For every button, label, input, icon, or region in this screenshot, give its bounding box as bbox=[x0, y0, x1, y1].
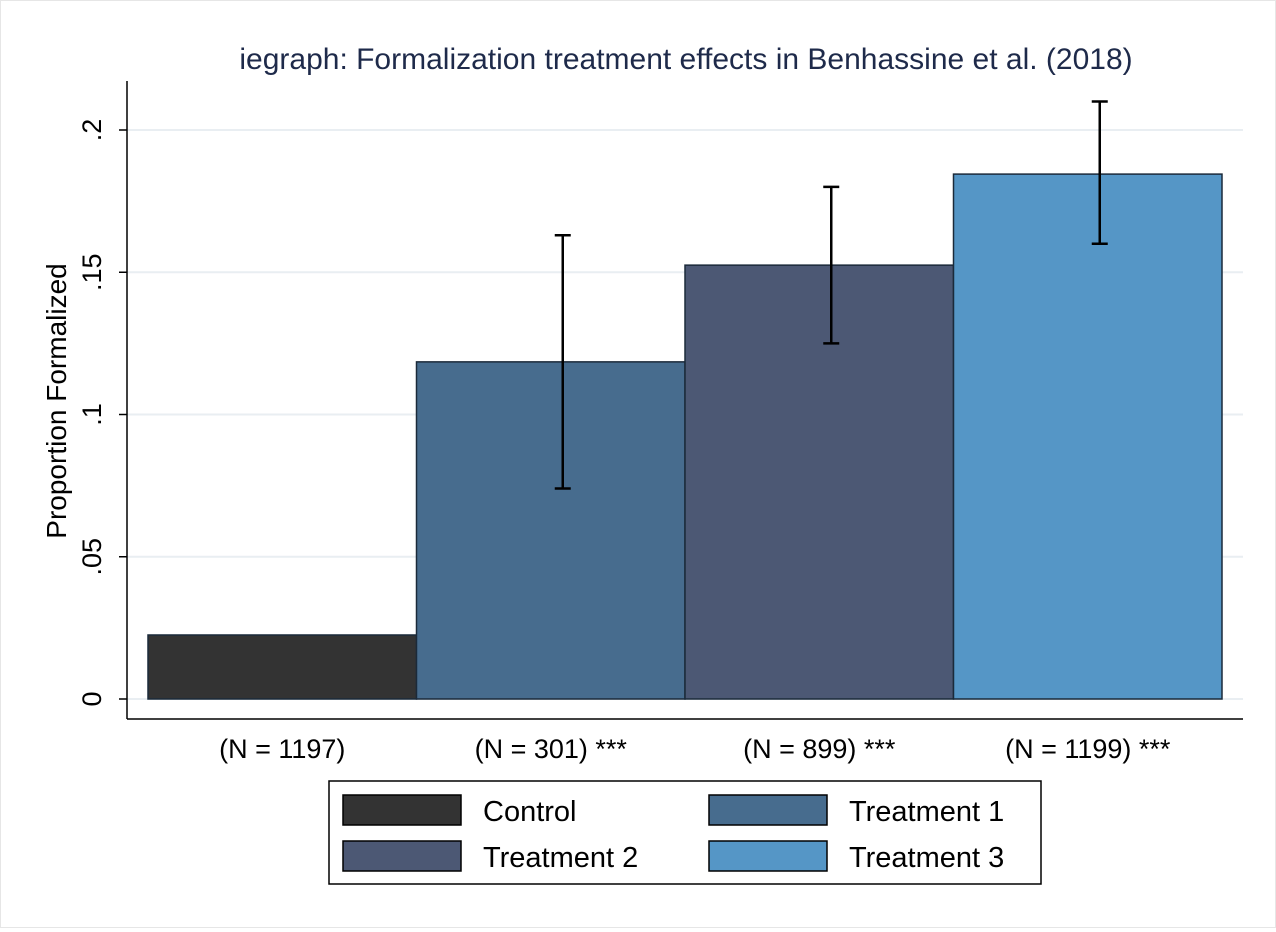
legend-label-treatment-1: Treatment 1 bbox=[849, 796, 1004, 828]
axes bbox=[126, 81, 1243, 720]
bar-control bbox=[147, 634, 418, 700]
y-tick-label: .1 bbox=[77, 403, 107, 426]
x-tick-label: (N = 1199) *** bbox=[1005, 734, 1171, 764]
y-ticks: 0 .05 .1 .15 .2 bbox=[77, 119, 127, 707]
legend-label-treatment-2: Treatment 2 bbox=[483, 842, 638, 874]
y-tick-label: .2 bbox=[77, 119, 107, 142]
x-tick-label: (N = 899) *** bbox=[743, 734, 896, 764]
bar-treatment-2 bbox=[684, 264, 955, 700]
y-tick-label: 0 bbox=[77, 691, 107, 706]
legend-label-treatment-3: Treatment 3 bbox=[849, 842, 1004, 874]
error-bar-treatment-1 bbox=[554, 234, 571, 490]
legend-swatch-treatment-2 bbox=[342, 840, 462, 872]
legend-swatch-treatment-3 bbox=[708, 840, 828, 872]
legend-label-control: Control bbox=[483, 796, 577, 828]
error-bars bbox=[554, 100, 1108, 490]
bar-treatment-3 bbox=[952, 173, 1223, 700]
legend: Control Treatment 1 Treatment 2 Treatment 3 bbox=[328, 780, 1042, 885]
y-tick-label: .15 bbox=[77, 253, 107, 291]
y-tick-label: .05 bbox=[77, 538, 107, 576]
bars bbox=[147, 173, 1223, 700]
x-tick-label: (N = 301) *** bbox=[475, 734, 628, 764]
chart-title: iegraph: Formalization treatment effects… bbox=[239, 43, 1132, 76]
y-axis-title: Proportion Formalized bbox=[41, 263, 72, 538]
legend-swatch-control bbox=[342, 794, 462, 826]
error-bar-treatment-3 bbox=[1091, 100, 1108, 246]
error-bar-treatment-2 bbox=[823, 185, 840, 345]
legend-swatch-treatment-1 bbox=[708, 794, 828, 826]
bar-treatment-1 bbox=[415, 361, 686, 700]
x-tick-labels: (N = 1197) (N = 301) *** (N = 899) *** (N =… bbox=[219, 734, 1171, 764]
x-tick-label: (N = 1197) bbox=[219, 734, 345, 764]
